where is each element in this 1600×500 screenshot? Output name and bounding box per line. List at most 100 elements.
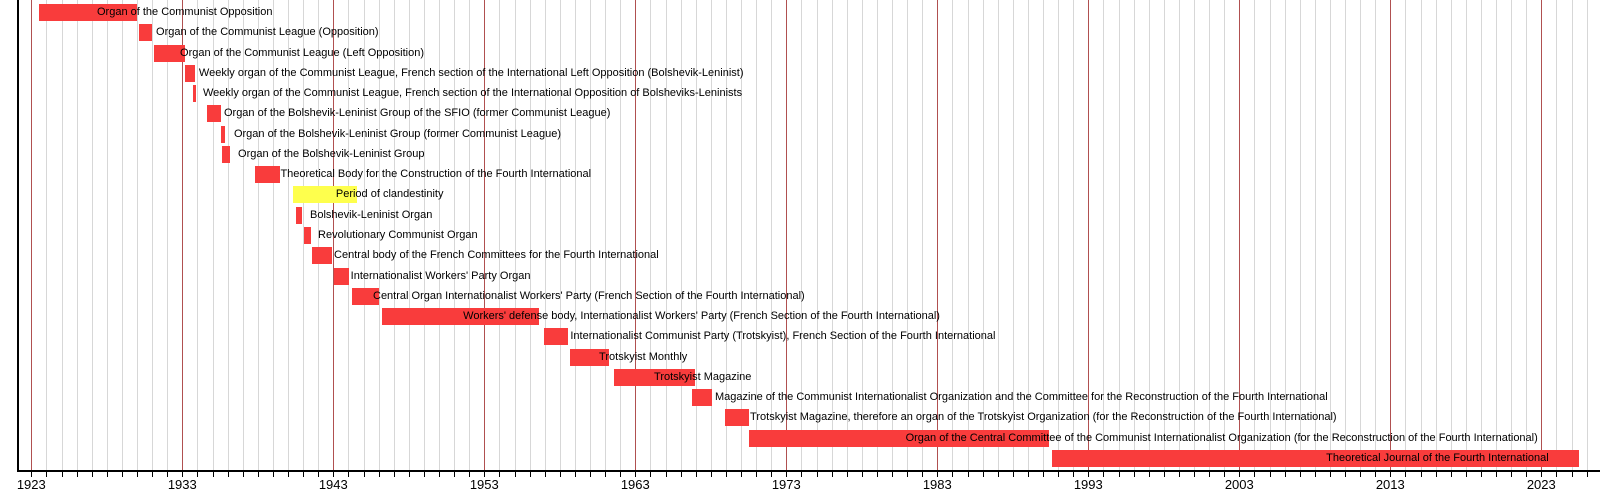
- axis-tick: [937, 471, 939, 477]
- gridline-year: [499, 0, 501, 470]
- timeline-bar-label: Organ of the Bolshevik-Leninist Group of…: [223, 107, 611, 120]
- timeline-bar: [303, 226, 311, 244]
- axis-tick: [1118, 471, 1120, 477]
- gridline-year: [741, 0, 742, 470]
- timeline-bar: [255, 166, 280, 184]
- axis-tick: [318, 471, 320, 477]
- gridline-year: [1284, 0, 1286, 470]
- axis-tick: [288, 471, 289, 477]
- timeline-bar-label: Central body of the French Committees fo…: [334, 249, 659, 262]
- gridline-year: [952, 0, 954, 470]
- axis-tick: [574, 471, 576, 477]
- gridline-year: [1375, 0, 1377, 470]
- gridline-year: [756, 0, 758, 470]
- axis-tick: [333, 471, 335, 477]
- axis-tick: [907, 471, 909, 477]
- gridline-year: [997, 0, 999, 470]
- gridline-decade: [1239, 0, 1241, 470]
- axis-tick: [197, 471, 199, 477]
- axis-tick: [831, 471, 833, 477]
- gridline-year: [1465, 0, 1467, 470]
- axis-tick: [242, 471, 244, 477]
- gridline-decade: [1088, 0, 1090, 470]
- gridline-year: [982, 0, 984, 470]
- gridline-year: [650, 0, 652, 470]
- axis-tick: [1012, 471, 1014, 477]
- axis-tick: [363, 471, 365, 477]
- gridline-decade: [635, 0, 637, 470]
- axis-tick: [1390, 471, 1392, 477]
- axis-tick: [1586, 471, 1588, 477]
- gridline-year: [1345, 0, 1346, 470]
- gridline-year: [892, 0, 893, 470]
- axis-tick: [514, 471, 516, 477]
- axis-tick: [741, 471, 742, 477]
- timeline-bar-label: Organ of the Bolshevik-Leninist Group: [238, 147, 425, 160]
- axis-tick: [1526, 471, 1528, 477]
- axis-tick: [1254, 471, 1256, 477]
- axis-tick: [650, 471, 652, 477]
- gridline-year: [1133, 0, 1135, 470]
- timeline-bar-label: Weekly organ of the Communist League, Fr…: [198, 66, 744, 79]
- gridline-year: [1329, 0, 1331, 470]
- timeline-bar-label: Period of clandestinity: [335, 188, 444, 201]
- gridline-year: [91, 0, 93, 470]
- gridline-year: [1299, 0, 1301, 470]
- gridline-year: [1480, 0, 1482, 470]
- gridline-year: [1254, 0, 1256, 470]
- axis-tick: [892, 471, 893, 477]
- axis-tick: [182, 471, 184, 477]
- axis-tick: [408, 471, 410, 477]
- gridline-year: [1118, 0, 1120, 470]
- axis-year-label: 1923: [16, 477, 46, 492]
- axis-tick: [1284, 471, 1286, 477]
- gridline-year: [257, 0, 259, 470]
- gridline-year: [212, 0, 214, 470]
- axis-tick: [982, 471, 984, 477]
- axis-tick: [876, 471, 878, 477]
- axis-year-label: 2013: [1375, 477, 1405, 492]
- axis-tick: [620, 471, 622, 477]
- axis-tick: [303, 471, 305, 477]
- gridline-year: [967, 0, 969, 470]
- timeline-bar: [725, 409, 749, 427]
- gridline-decade: [333, 0, 335, 470]
- gridline-year: [1269, 0, 1271, 470]
- axis-tick: [680, 471, 682, 477]
- axis-tick: [1571, 471, 1573, 477]
- gridline-decade: [1390, 0, 1392, 470]
- axis-year-label: 1953: [469, 477, 499, 492]
- gridline-decade: [1541, 0, 1543, 470]
- axis-year-label: 1963: [620, 477, 650, 492]
- gridline-year: [439, 0, 440, 470]
- gridline-year: [1209, 0, 1211, 470]
- gridline-year: [574, 0, 576, 470]
- axis-tick: [1178, 471, 1180, 477]
- timeline-bar-label: Organ of the Communist League (Left Oppo…: [180, 46, 424, 59]
- x-axis-line: [17, 470, 1600, 472]
- axis-tick: [137, 471, 138, 477]
- axis-tick: [91, 471, 93, 477]
- axis-tick: [1269, 471, 1271, 477]
- timeline-bar: [222, 145, 230, 163]
- timeline-bar: [138, 24, 153, 42]
- gridline-year: [1058, 0, 1060, 470]
- axis-tick: [454, 471, 456, 477]
- axis-tick: [1027, 471, 1029, 477]
- axis-tick: [1511, 471, 1513, 477]
- timeline-bar-label: Workers' defense body, Internationalist …: [463, 310, 940, 323]
- timeline-bar-label: Trotskyist Magazine: [654, 370, 752, 383]
- timeline-bar: [312, 247, 332, 265]
- axis-tick: [1496, 471, 1497, 477]
- axis-tick: [46, 471, 48, 477]
- timeline-bar-label: Revolutionary Communist Organ: [318, 228, 478, 241]
- gridline-decade: [484, 0, 486, 470]
- gridline-year: [61, 0, 63, 470]
- gridline-year: [725, 0, 727, 470]
- axis-tick: [1314, 471, 1316, 477]
- timeline-bar: [1052, 449, 1580, 467]
- timeline-bar-label: Organ of the Communist League (Oppositio…: [156, 26, 379, 39]
- axis-tick: [1148, 471, 1150, 477]
- timeline-bar: [193, 85, 196, 103]
- gridline-year: [1224, 0, 1226, 470]
